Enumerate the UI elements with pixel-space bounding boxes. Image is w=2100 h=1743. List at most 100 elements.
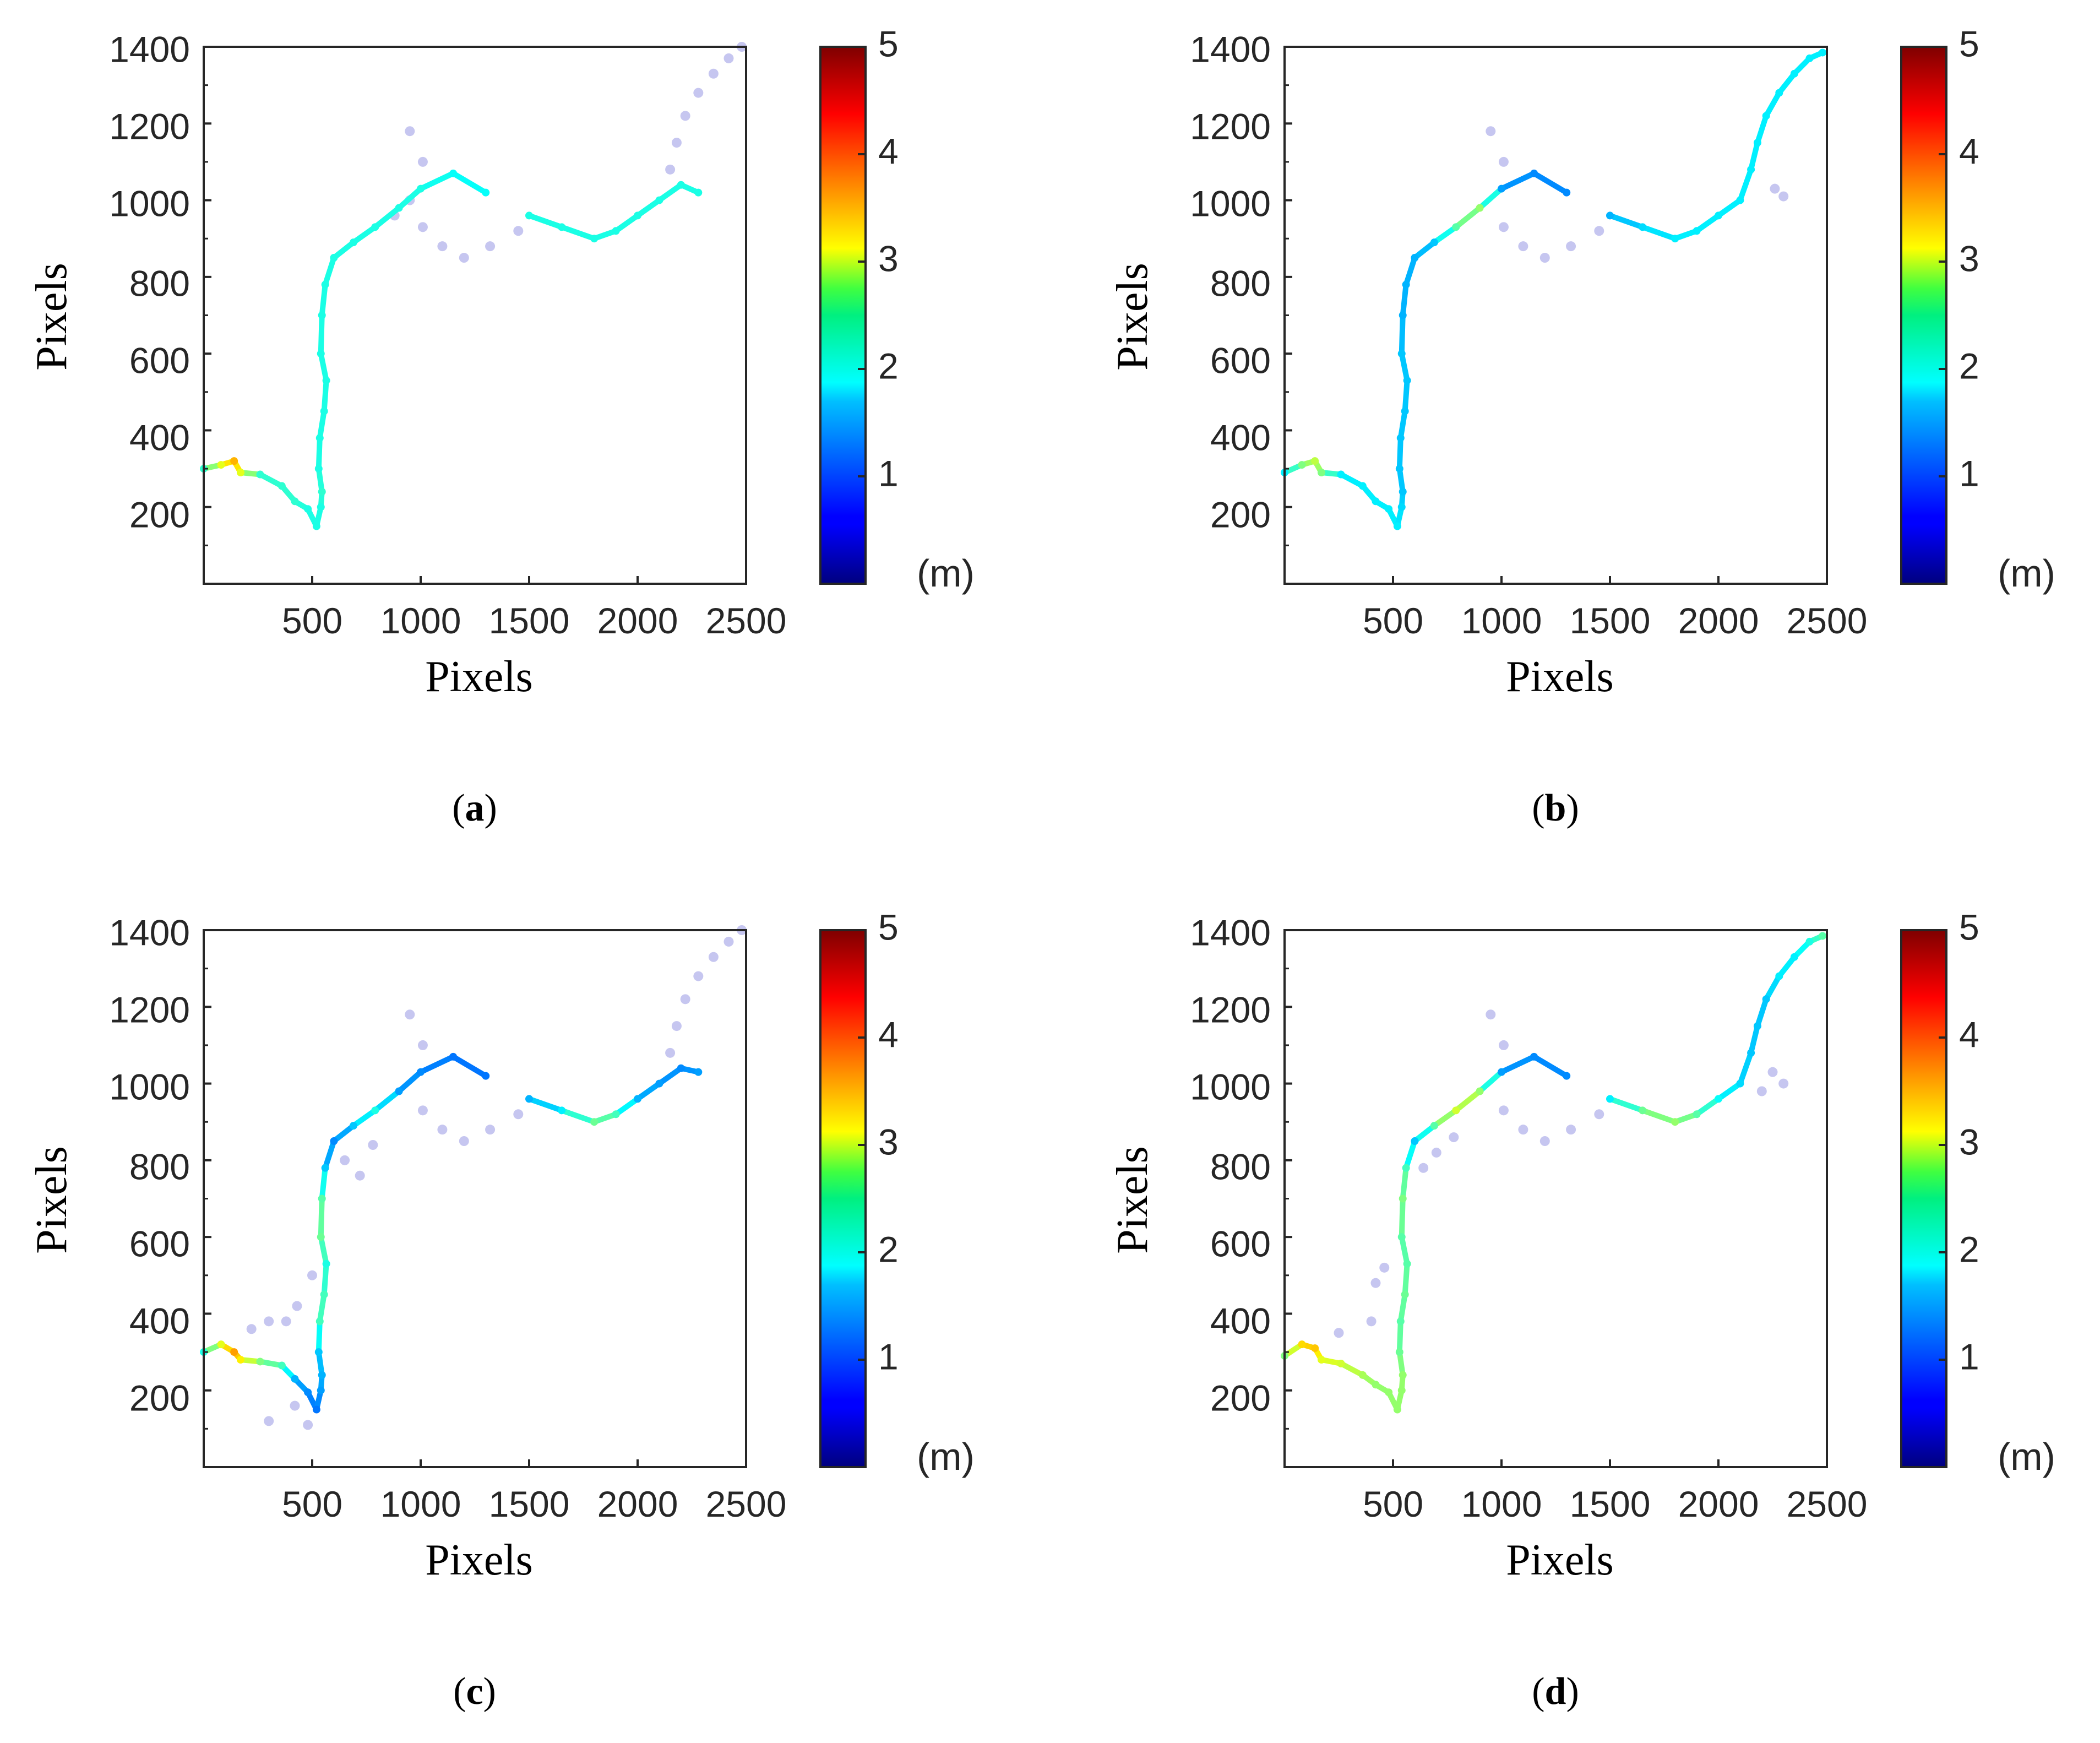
river-segment	[372, 205, 402, 230]
depth-point	[1639, 1106, 1647, 1115]
depth-point	[1317, 1356, 1325, 1364]
depth-point	[1358, 1371, 1367, 1379]
x-tick-label: 1000	[380, 1484, 461, 1524]
colorbar-tick-label: 4	[1959, 1014, 1979, 1055]
depth-point	[1395, 1348, 1403, 1356]
depth-point	[1401, 407, 1409, 415]
y-tick-label: 600	[129, 340, 190, 381]
depth-point	[482, 1072, 490, 1080]
y-tick-label: 1000	[1190, 183, 1271, 224]
depth-point	[1563, 188, 1571, 197]
river-segment	[315, 1349, 325, 1378]
panel-c: 200 400 600 800 1000 1200 1400 500 1000 …	[28, 906, 975, 1713]
depth-point	[558, 223, 566, 231]
x-tick-label: 2500	[1787, 1484, 1868, 1524]
depth-point	[1399, 487, 1407, 496]
y-tick-label: 600	[1210, 1223, 1271, 1264]
faint-point	[1431, 1147, 1441, 1158]
depth-point	[1397, 1386, 1406, 1394]
panel-label: (d)	[1532, 1670, 1579, 1713]
river-segment	[1499, 1054, 1537, 1075]
river-segment	[1399, 1234, 1410, 1267]
river-segment	[526, 1096, 565, 1114]
river-segment	[450, 1054, 489, 1079]
colorbar	[1900, 46, 1947, 585]
y-tick-label: 1000	[1190, 1066, 1271, 1107]
river-segment	[315, 466, 325, 495]
faint-point	[1418, 1163, 1429, 1173]
depth-point	[278, 482, 286, 490]
colorbar-unit-label: (m)	[1998, 552, 2055, 595]
river-segment	[1716, 1080, 1743, 1102]
colorbar	[819, 929, 867, 1468]
faint-point	[405, 1009, 415, 1020]
faint-point	[485, 1125, 496, 1135]
faint-point	[417, 222, 428, 232]
depth-point	[1430, 1122, 1438, 1130]
river-segment	[257, 471, 285, 489]
depth-point	[230, 457, 238, 465]
faint-point	[1366, 1316, 1377, 1327]
faint-point	[281, 1316, 291, 1327]
faint-point	[290, 1400, 300, 1411]
depth-point	[1396, 1317, 1405, 1326]
x-tick-label: 2000	[1678, 600, 1759, 641]
colorbar-tick-label: 2	[1959, 345, 1979, 386]
faint-point	[1539, 1136, 1550, 1147]
faint-point	[513, 226, 524, 236]
depth-point	[1411, 1137, 1419, 1145]
faint-point	[1539, 253, 1550, 263]
river-segment	[319, 281, 328, 318]
faint-point	[459, 1136, 469, 1147]
colorbar-tick-label: 1	[878, 1336, 899, 1377]
y-tick-label: 1000	[109, 1066, 190, 1107]
x-tick-label: 1000	[1461, 600, 1542, 641]
faint-point	[708, 952, 719, 962]
axis-ticks	[1285, 929, 1828, 1467]
y-tick-label: 800	[129, 1146, 190, 1187]
river-segment	[322, 1138, 337, 1171]
depth-point	[1358, 482, 1367, 490]
faint-point	[405, 126, 415, 137]
faint-point	[303, 1420, 313, 1430]
colorbar-tick-label: 3	[878, 1121, 899, 1162]
faint-point	[671, 138, 682, 148]
colorbar-tick-label: 4	[878, 131, 899, 171]
river-segment	[321, 377, 329, 414]
faint-point	[459, 253, 469, 263]
panel-label: (b)	[1532, 787, 1579, 829]
colorbar-tick-label: 1	[878, 453, 899, 493]
colorbar-tick-label: 5	[1959, 906, 1979, 947]
depth-point	[322, 1259, 330, 1268]
river-segment	[1400, 1165, 1409, 1202]
x-tick-label: 2000	[597, 1484, 678, 1524]
faint-point	[437, 241, 448, 252]
depth-point	[694, 1068, 703, 1076]
axis-ticks	[204, 46, 747, 584]
river-segment	[318, 351, 329, 383]
panel-a: 200 400 600 800 1000 1200 1400 500 1000 …	[28, 23, 975, 829]
depth-point	[1452, 223, 1460, 231]
x-tick-label: 500	[1363, 1484, 1423, 1524]
faint-point	[671, 1021, 682, 1031]
faint-point	[1778, 1078, 1789, 1089]
depth-point	[236, 469, 244, 477]
y-tick-label: 400	[1210, 1300, 1271, 1341]
depth-point	[321, 1164, 329, 1172]
depth-point	[1775, 972, 1783, 980]
y-tick-label: 1400	[109, 29, 190, 69]
faint-point	[1518, 241, 1528, 252]
faint-point	[264, 1316, 274, 1327]
depth-point	[330, 254, 338, 262]
y-tick-label: 1200	[109, 106, 190, 146]
depth-point	[1385, 505, 1393, 513]
depth-point	[1298, 1340, 1306, 1349]
river-segment	[1716, 197, 1743, 219]
depth-point	[612, 227, 620, 235]
depth-point	[449, 169, 458, 177]
river-segment	[350, 224, 378, 246]
river-segment	[1640, 224, 1678, 242]
river-segment	[1403, 255, 1418, 287]
depth-point	[395, 1087, 403, 1095]
depth-point	[304, 1388, 312, 1397]
